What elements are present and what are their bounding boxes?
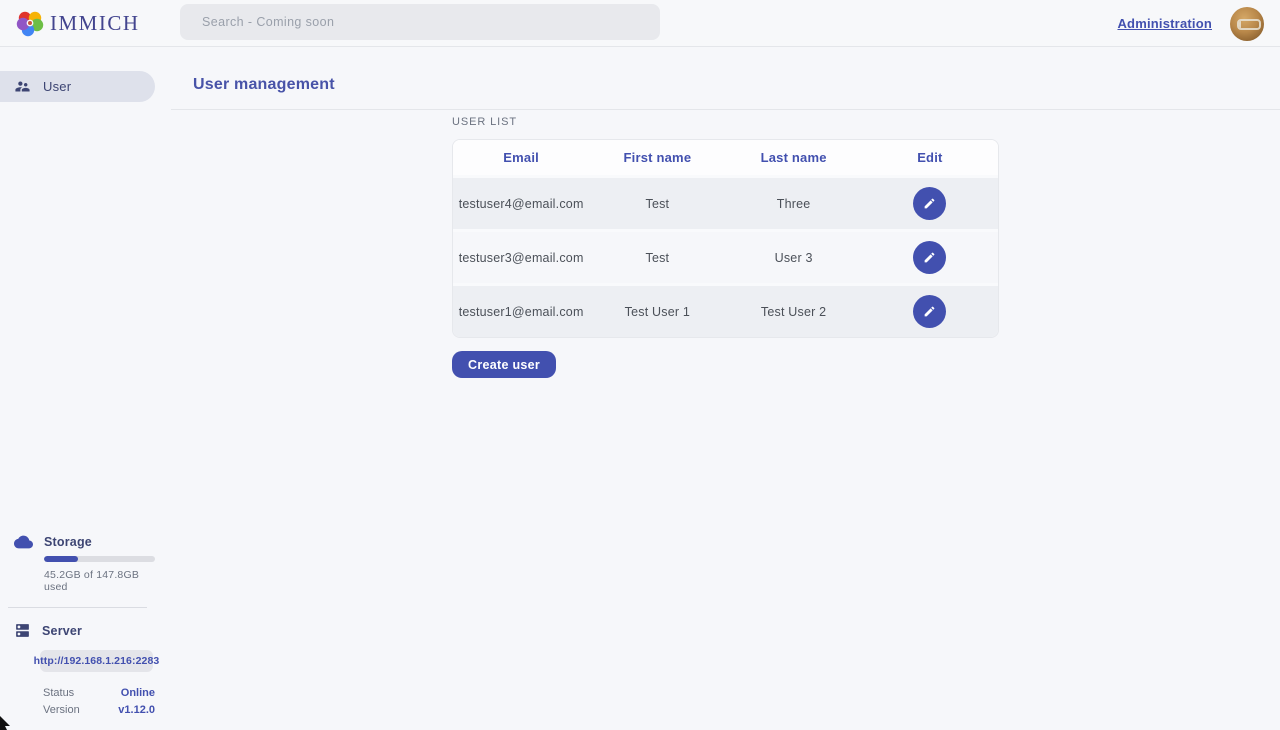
- edit-user-button[interactable]: [913, 295, 947, 328]
- users-icon: [14, 78, 31, 95]
- edit-user-button[interactable]: [913, 187, 947, 220]
- cell-email: testuser1@email.com: [458, 304, 584, 319]
- user-avatar[interactable]: [1230, 6, 1264, 41]
- cell-first-name: Test: [645, 250, 670, 265]
- cell-last-name: User 3: [774, 250, 813, 265]
- create-user-button[interactable]: Create user: [452, 351, 557, 378]
- table-row: testuser4@email.com Test Three: [453, 175, 998, 229]
- column-header-email: Email: [503, 150, 539, 165]
- edit-user-button[interactable]: [913, 241, 947, 274]
- user-list-label: USER LIST: [452, 116, 517, 128]
- server-version-value: v1.12.0: [118, 703, 155, 716]
- cell-email: testuser4@email.com: [458, 196, 584, 211]
- search-input[interactable]: [180, 4, 660, 40]
- title-divider: [171, 109, 1280, 110]
- storage-progress-fill: [44, 556, 78, 562]
- storage-progress-bar: [44, 556, 155, 562]
- cell-last-name: Three: [776, 196, 811, 211]
- column-header-edit: Edit: [917, 150, 943, 165]
- server-status-value: Online: [120, 686, 155, 699]
- table-header-row: Email First name Last name Edit: [453, 140, 998, 175]
- cell-last-name: Test User 2: [760, 304, 827, 319]
- server-status-label: Status: [43, 686, 75, 699]
- pencil-icon: [923, 197, 936, 210]
- storage-title: Storage: [44, 535, 92, 549]
- column-header-last-name: Last name: [760, 150, 827, 165]
- pencil-icon: [923, 305, 936, 318]
- server-title: Server: [42, 623, 83, 638]
- sidebar-item-label: User: [43, 79, 72, 94]
- brand[interactable]: IMMICH: [16, 9, 140, 37]
- cell-first-name: Test User 1: [624, 304, 691, 319]
- page-title: User management: [193, 76, 335, 93]
- cell-first-name: Test: [645, 196, 670, 211]
- top-bar: IMMICH Administration: [0, 0, 1280, 47]
- column-header-first-name: First name: [623, 150, 692, 165]
- user-table: Email First name Last name Edit testuser…: [452, 139, 999, 338]
- table-row: testuser1@email.com Test User 1 Test Use…: [453, 283, 998, 337]
- sidebar-item-user[interactable]: User: [0, 71, 155, 102]
- pencil-icon: [923, 251, 936, 264]
- cell-email: testuser3@email.com: [458, 250, 584, 265]
- immich-flower-icon: [16, 9, 44, 37]
- main-content: User management USER LIST Email First na…: [171, 47, 1280, 730]
- table-row: testuser3@email.com Test User 3: [453, 229, 998, 283]
- cloud-icon: [14, 535, 33, 549]
- brand-name: IMMICH: [50, 10, 140, 35]
- server-icon: [14, 622, 31, 639]
- sidebar: User Storage 45.2GB of 147.8GB used Serv…: [0, 47, 159, 730]
- administration-link[interactable]: Administration: [1117, 16, 1212, 31]
- mouse-cursor: [0, 713, 12, 730]
- server-url: http://192.168.1.216:2283: [34, 650, 159, 672]
- server-version-label: Version: [43, 703, 80, 716]
- sidebar-divider: [8, 607, 147, 608]
- storage-usage-text: 45.2GB of 147.8GB used: [44, 569, 140, 593]
